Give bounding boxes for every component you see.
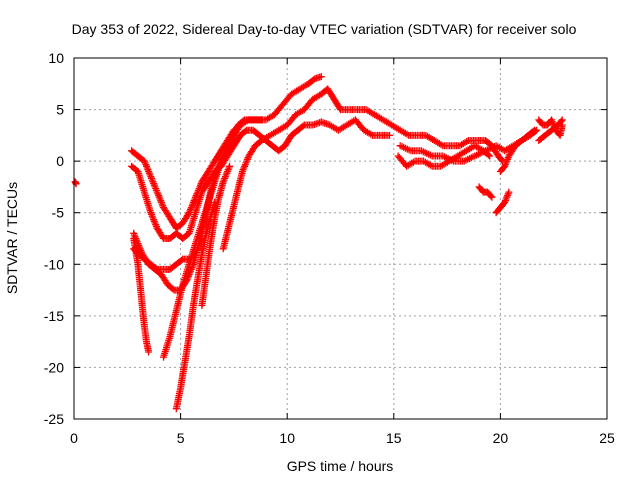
x-tick-label: 15 xyxy=(386,430,402,446)
chart-title: Day 353 of 2022, Sidereal Day-to-day VTE… xyxy=(72,21,577,37)
data-point xyxy=(235,123,243,130)
series-arc17 xyxy=(535,116,566,144)
y-tick-label: 5 xyxy=(56,102,64,118)
data-layer xyxy=(71,73,566,413)
series-arc8 xyxy=(172,198,219,413)
data-point xyxy=(558,116,566,124)
series-arc15 xyxy=(496,126,538,175)
plot-frame xyxy=(73,57,608,420)
series-arc1 xyxy=(71,178,80,188)
x-tick-label: 25 xyxy=(599,430,615,446)
series-arc6 xyxy=(130,245,193,273)
data-point xyxy=(529,127,537,135)
series-arc13 xyxy=(475,183,496,201)
x-tick-label: 10 xyxy=(279,430,295,446)
x-tick-label: 5 xyxy=(177,430,185,446)
data-point xyxy=(505,188,513,196)
data-point xyxy=(258,116,266,124)
series-arc9 xyxy=(198,162,234,309)
data-point xyxy=(386,131,393,139)
data-point xyxy=(239,117,247,125)
y-axis-title: SDTVAR / TECUs xyxy=(4,182,20,294)
data-point xyxy=(488,193,496,201)
data-point xyxy=(236,121,244,129)
data-point xyxy=(486,152,494,160)
data-point xyxy=(226,162,234,170)
series-arc10 xyxy=(219,85,506,253)
x-tick-label: 20 xyxy=(493,430,509,446)
data-point xyxy=(184,210,192,218)
data-point xyxy=(498,156,505,164)
y-tick-label: -25 xyxy=(44,411,64,427)
y-tick-label: -5 xyxy=(52,205,65,221)
y-tick-label: 10 xyxy=(48,50,64,66)
data-point xyxy=(317,73,325,81)
data-point xyxy=(145,348,153,356)
x-axis-title: GPS time / hours xyxy=(287,458,394,474)
y-tick-label: -15 xyxy=(44,308,64,324)
data-point xyxy=(299,122,307,130)
series-arc11 xyxy=(394,142,494,170)
x-tick-label: 0 xyxy=(70,430,78,446)
data-point xyxy=(531,126,538,134)
y-tick-label: -10 xyxy=(44,256,64,272)
series-arc14 xyxy=(492,188,513,217)
data-point xyxy=(487,192,495,200)
data-point xyxy=(557,117,565,125)
series-arc7 xyxy=(160,121,244,361)
data-point xyxy=(485,151,492,159)
y-tick-label: -20 xyxy=(44,359,64,375)
series-arc3 xyxy=(128,116,393,242)
y-tick-label: 0 xyxy=(56,153,64,169)
